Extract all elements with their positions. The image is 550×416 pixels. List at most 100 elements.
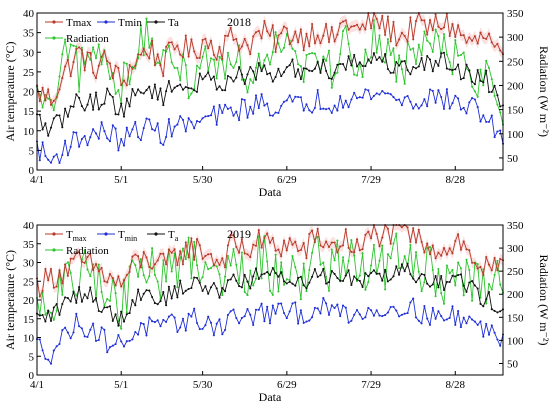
data-point-radiation	[462, 294, 465, 297]
data-point-radiation	[38, 93, 41, 96]
data-point-ta	[38, 314, 41, 317]
data-point-ta	[375, 58, 378, 62]
data-point-tmin	[327, 107, 331, 110]
data-point-tmin	[97, 137, 100, 140]
data-point-radiation	[386, 38, 389, 41]
legend-swatch-marker	[52, 232, 56, 236]
data-point-tmax	[148, 265, 151, 269]
data-point-radiation	[476, 263, 479, 266]
y-tick-label: 10	[23, 333, 35, 345]
data-point-tmax	[120, 285, 123, 288]
data-point-tmin	[434, 317, 437, 320]
y-tick-label: 30	[23, 47, 35, 59]
data-point-ta	[471, 80, 474, 83]
data-point-tmin	[151, 320, 154, 323]
data-point-radiation	[437, 35, 440, 38]
data-point-tmin	[240, 316, 243, 319]
data-point-tmax	[92, 268, 95, 271]
data-point-tmax	[153, 263, 156, 266]
data-point-tmax	[117, 275, 120, 278]
data-point-tmin	[378, 93, 381, 96]
data-point-tmin	[198, 120, 201, 124]
data-point-tmin	[316, 307, 319, 310]
data-point-tmax	[221, 257, 224, 260]
data-point-tmax	[341, 244, 345, 247]
y2-tick-label: 150	[507, 105, 524, 117]
data-point-tmax	[288, 43, 291, 46]
data-point-tmax	[162, 252, 165, 255]
data-point-tmax	[431, 29, 434, 32]
data-point-tmax	[61, 282, 64, 285]
data-point-radiation	[167, 44, 170, 47]
data-point-tmin	[103, 328, 106, 331]
data-point-radiation	[94, 57, 98, 60]
data-point-tmin	[266, 305, 269, 308]
data-point-tmax	[350, 250, 353, 253]
data-point-tmin	[181, 317, 185, 320]
data-point-ta	[322, 267, 325, 270]
data-point-ta	[499, 310, 502, 313]
data-point-tmin	[179, 326, 182, 329]
x-tick-label: 5/30	[193, 174, 213, 186]
data-point-radiation	[235, 60, 238, 64]
data-point-ta	[162, 104, 165, 107]
data-point-radiation	[125, 311, 128, 314]
data-point-ta	[299, 275, 302, 278]
y-tick-label: 25	[23, 276, 35, 288]
data-point-radiation	[305, 290, 308, 293]
data-point-radiation	[249, 269, 252, 272]
data-point-tmax	[442, 247, 446, 250]
data-point-tmax	[148, 57, 151, 60]
data-point-tmin	[201, 327, 204, 330]
data-point-tmax	[58, 269, 61, 272]
data-point-radiation	[372, 19, 375, 22]
data-point-tmin	[190, 121, 193, 124]
data-point-radiation	[274, 31, 277, 34]
data-point-ta	[254, 267, 258, 270]
y-tick-label: 35	[23, 28, 35, 40]
data-point-ta	[120, 102, 123, 105]
data-point-ta	[86, 297, 89, 300]
y-tick-label: 15	[23, 314, 35, 326]
data-point-radiation	[44, 94, 47, 97]
data-point-tmax	[367, 230, 370, 233]
data-point-radiation	[137, 275, 140, 278]
data-point-tmin	[209, 114, 213, 117]
data-point-ta	[325, 69, 328, 72]
data-point-radiation	[268, 63, 272, 66]
data-point-tmin	[75, 312, 78, 315]
data-point-ta	[89, 93, 92, 96]
data-point-ta	[496, 311, 499, 314]
data-point-tmax	[58, 88, 61, 91]
data-point-tmax	[195, 56, 199, 60]
data-point-radiation	[302, 262, 305, 265]
data-point-ta	[181, 88, 185, 91]
data-point-ta	[465, 63, 468, 66]
data-point-ta	[257, 62, 260, 65]
data-point-ta	[128, 105, 131, 108]
data-point-ta	[187, 287, 190, 291]
data-point-tmin	[431, 89, 434, 92]
data-point-tmin	[78, 325, 81, 328]
data-point-tmin	[479, 320, 482, 323]
data-point-tmin	[462, 316, 465, 319]
data-point-tmin	[426, 105, 429, 108]
data-point-tmin	[243, 315, 246, 318]
data-point-radiation	[139, 257, 142, 261]
data-point-tmax	[142, 251, 145, 254]
data-point-tmax	[86, 51, 89, 54]
data-point-tmin	[47, 158, 50, 161]
data-point-tmin	[384, 314, 387, 317]
legend-label: Radiation	[66, 245, 109, 257]
data-point-ta	[221, 287, 224, 290]
data-point-tmin	[142, 127, 145, 130]
data-point-tmin	[490, 324, 493, 327]
data-point-tmax	[69, 257, 72, 260]
data-point-radiation	[336, 239, 339, 242]
data-point-ta	[277, 67, 280, 70]
data-point-ta	[344, 68, 347, 71]
data-point-ta	[473, 83, 476, 86]
data-point-tmin	[428, 88, 432, 91]
data-point-ta	[92, 108, 95, 111]
data-point-ta	[347, 269, 350, 272]
